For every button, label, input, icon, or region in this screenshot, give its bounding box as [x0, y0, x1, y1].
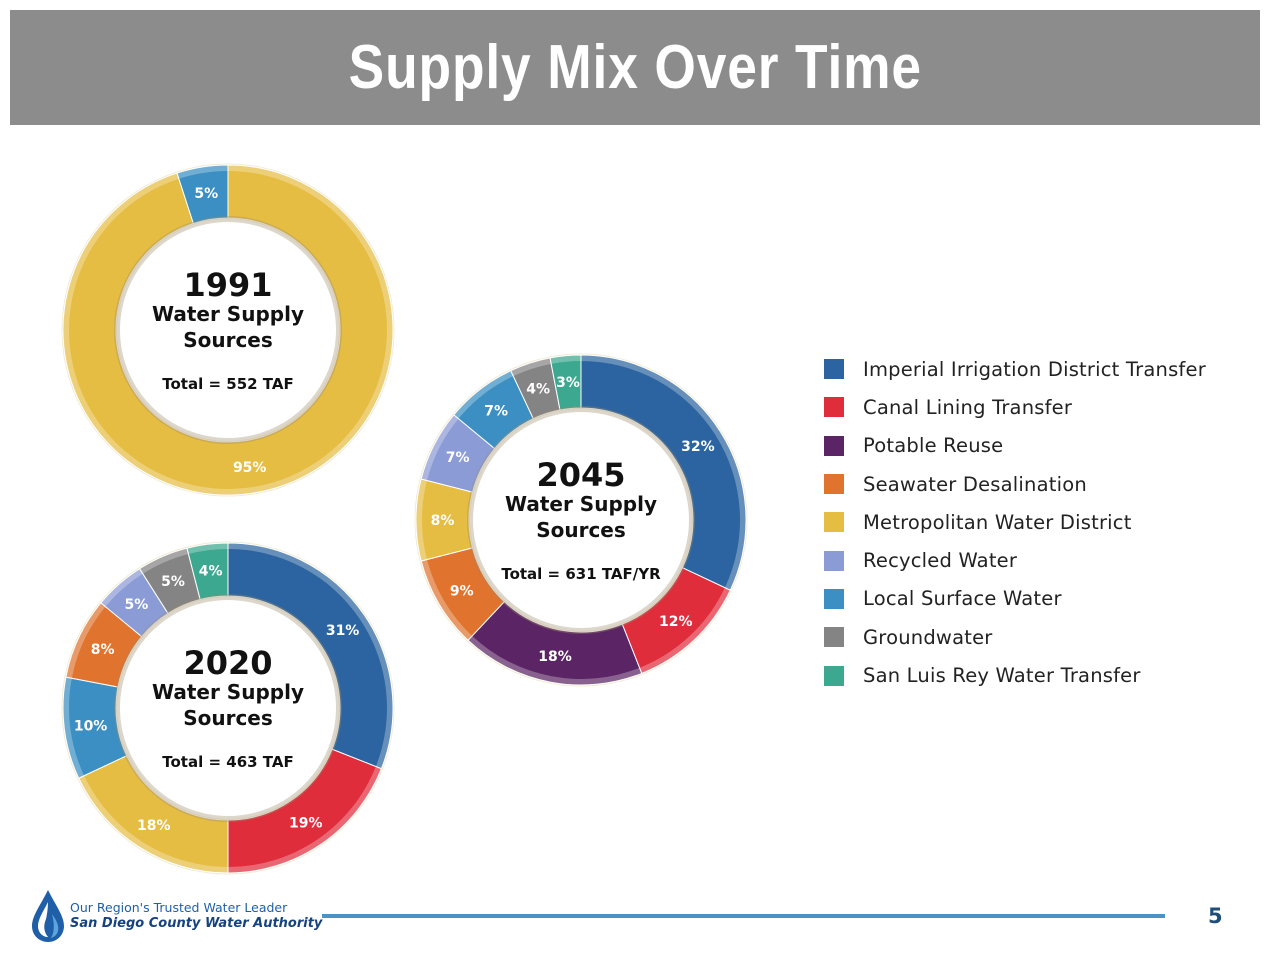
chart-subtitle-line1: Water Supply — [152, 680, 304, 704]
chart-subtitle-line2: Sources — [536, 518, 626, 542]
slice-2045-san-luis-rey-water-transfer — [549, 354, 582, 411]
donut-hole — [114, 216, 342, 444]
chart-total-2020: Total = 463 TAF — [162, 753, 293, 771]
slice-rim-2020-metropolitan-water-district — [78, 775, 228, 873]
slice-label-2045-potable-reuse: 18% — [538, 649, 572, 665]
legend: Imperial Irrigation District Transfer Can… — [824, 350, 1206, 695]
slice-label-2020-groundwater: 5% — [161, 574, 185, 590]
slice-1991-local-surface-water — [176, 164, 229, 225]
slice-label-2020-seawater-desalination: 8% — [91, 642, 115, 658]
slice-rim-2045-groundwater — [510, 357, 552, 377]
page-number: 5 — [1208, 904, 1223, 928]
legend-item-potable-reuse: Potable Reuse — [824, 427, 1206, 465]
chart-total-2045: Total = 631 TAF/YR — [501, 565, 661, 583]
chart-year-2020: 2020 — [183, 644, 272, 682]
legend-swatch — [824, 435, 844, 456]
legend-label: Recycled Water — [863, 549, 1018, 573]
slice-label-2020-imperial-irrigation-district-transfer: 31% — [326, 623, 360, 639]
slice-rim-1991-local-surface-water — [177, 165, 228, 179]
slice-2020-imperial-irrigation-district-transfer — [227, 542, 394, 770]
legend-item-imperial-irrigation-district-transfer: Imperial Irrigation District Transfer — [824, 350, 1206, 388]
legend-label: Seawater Desalination — [863, 472, 1087, 496]
legend-swatch — [824, 588, 844, 609]
slice-label-2020-local-surface-water: 10% — [74, 718, 108, 734]
legend-label: Local Surface Water — [863, 587, 1062, 611]
legend-item-seawater-desalination: Seawater Desalination — [824, 465, 1206, 503]
donut-hole — [114, 594, 342, 822]
slice-label-2045-local-surface-water: 7% — [484, 404, 508, 420]
logo-org-name: San Diego County Water Authority — [70, 916, 323, 931]
slice-label-2045-san-luis-rey-water-transfer: 3% — [556, 375, 580, 391]
slice-label-2020-canal-lining-transfer: 19% — [289, 816, 323, 832]
legend-swatch — [824, 512, 844, 533]
slice-rim-2045-recycled-water — [421, 414, 459, 481]
legend-label: Groundwater — [863, 625, 993, 649]
slice-rim-2045-san-luis-rey-water-transfer — [550, 354, 581, 364]
slice-label-2020-metropolitan-water-district: 18% — [137, 818, 171, 834]
slice-2045-imperial-irrigation-district-transfer — [580, 354, 747, 591]
chart-subtitle-line1: Water Supply — [505, 492, 657, 516]
legend-item-san-luis-rey-water-transfer: San Luis Rey Water Transfer — [824, 656, 1206, 694]
slice-label-2045-seawater-desalination: 9% — [450, 584, 474, 600]
slice-rim-2020-local-surface-water — [62, 677, 85, 779]
slice-rim-2045-local-surface-water — [453, 370, 514, 419]
donut-hole — [467, 406, 695, 634]
slice-label-2045-canal-lining-transfer: 12% — [659, 614, 693, 630]
chart-subtitle-line2: Sources — [183, 706, 273, 730]
slice-label-1991-metropolitan-water-district: 95% — [233, 460, 267, 476]
slice-rim-2045-canal-lining-transfer — [639, 587, 731, 674]
slice-rim-2020-san-luis-rey-water-transfer — [186, 543, 228, 554]
legend-label: Canal Lining Transfer — [863, 395, 1073, 419]
legend-swatch — [824, 665, 844, 686]
slice-rim-2020-canal-lining-transfer — [228, 766, 382, 873]
slice-rim-2045-potable-reuse — [468, 635, 642, 685]
chart-subtitle-line2: Sources — [183, 328, 273, 352]
legend-label: San Luis Rey Water Transfer — [863, 664, 1141, 688]
chart-subtitle-line1: Water Supply — [152, 302, 304, 326]
slice-rim-2045-metropolitan-water-district — [415, 478, 427, 562]
legend-item-canal-lining-transfer: Canal Lining Transfer — [824, 388, 1206, 426]
legend-swatch — [824, 397, 844, 418]
slice-rim-2020-imperial-irrigation-district-transfer — [228, 543, 393, 769]
page-title: Supply Mix Over Time — [348, 33, 922, 102]
legend-item-local-surface-water: Local Surface Water — [824, 580, 1206, 618]
legend-swatch — [824, 359, 844, 380]
legend-label: Potable Reuse — [863, 434, 1004, 458]
slice-label-2020-recycled-water: 5% — [125, 597, 149, 613]
slice-label-2045-metropolitan-water-district: 8% — [431, 513, 455, 529]
slice-1991-metropolitan-water-district — [62, 164, 394, 496]
title-bar: Supply Mix Over Time — [10, 10, 1260, 125]
water-drop-icon — [32, 890, 64, 942]
legend-swatch — [824, 627, 844, 648]
slice-label-2020-san-luis-rey-water-transfer: 4% — [199, 564, 223, 580]
legend-item-groundwater: Groundwater — [824, 618, 1206, 656]
slice-label-1991-local-surface-water: 5% — [194, 186, 218, 202]
logo-tagline: Our Region's Trusted Water Leader — [70, 900, 288, 915]
slice-rim-2045-seawater-desalination — [421, 559, 473, 641]
slice-rim-2020-seawater-desalination — [65, 602, 106, 679]
legend-item-recycled-water: Recycled Water — [824, 541, 1206, 579]
footer-logo: Our Region's Trusted Water Leader San Di… — [30, 888, 323, 944]
footer-divider — [322, 914, 1165, 918]
legend-label: Metropolitan Water District — [863, 510, 1132, 534]
slice-label-2045-recycled-water: 7% — [446, 450, 470, 466]
chart-total-1991: Total = 552 TAF — [162, 375, 293, 393]
legend-swatch — [824, 474, 844, 495]
slice-label-2045-groundwater: 4% — [526, 381, 550, 397]
slice-2020-san-luis-rey-water-transfer — [186, 542, 229, 601]
legend-label: Imperial Irrigation District Transfer — [863, 357, 1206, 381]
slice-label-2045-imperial-irrigation-district-transfer: 32% — [681, 439, 715, 455]
chart-year-1991: 1991 — [183, 266, 272, 304]
legend-item-metropolitan-water-district: Metropolitan Water District — [824, 503, 1206, 541]
chart-year-2045: 2045 — [536, 456, 625, 494]
slice-rim-2045-imperial-irrigation-district-transfer — [581, 355, 747, 591]
slice-rim-2020-groundwater — [139, 548, 189, 574]
legend-swatch — [824, 550, 844, 571]
slice-rim-2020-recycled-water — [100, 568, 143, 607]
